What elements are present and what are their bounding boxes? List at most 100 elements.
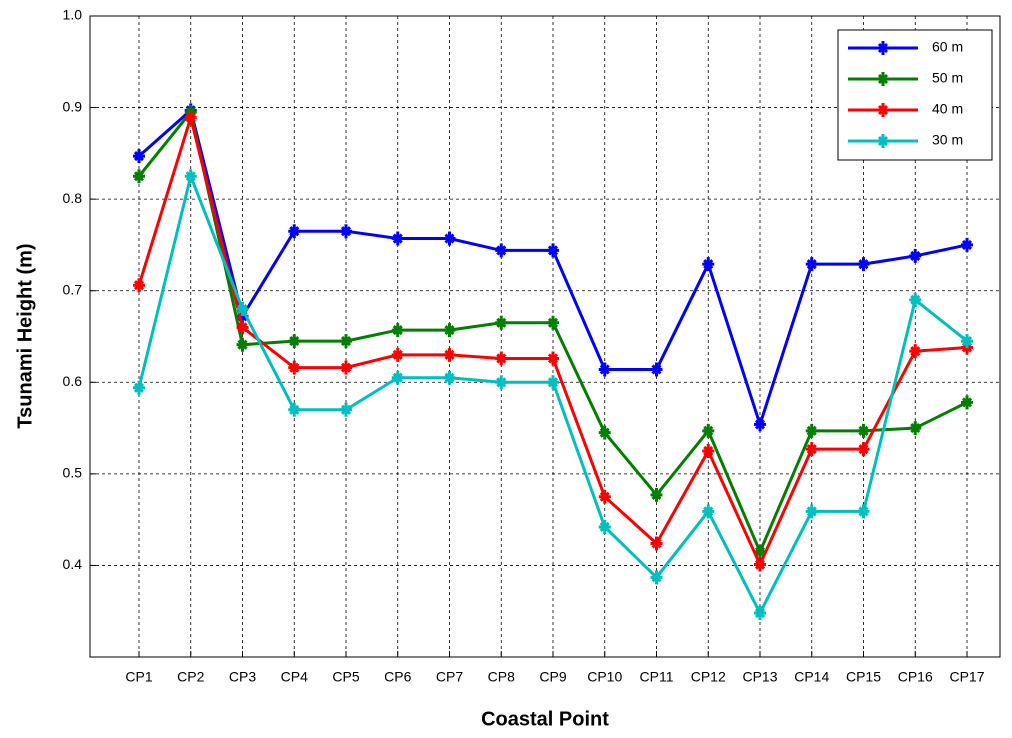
data-point: [754, 544, 766, 559]
x-tick-label: CP2: [177, 669, 204, 685]
data-point: [443, 370, 456, 385]
data-point: [547, 351, 559, 366]
legend-marker: [877, 72, 889, 86]
data-point: [650, 487, 663, 502]
data-point: [443, 347, 456, 362]
y-axis-label: Tsunami Height (m): [14, 243, 36, 428]
data-point: [909, 292, 922, 307]
x-tick-label: CP16: [898, 669, 933, 685]
legend-label: 40 m: [932, 101, 963, 117]
data-point: [495, 375, 508, 390]
data-point: [391, 323, 404, 338]
data-point: [288, 360, 301, 375]
data-point: [598, 362, 611, 377]
data-point: [236, 320, 249, 335]
data-point: [702, 423, 715, 438]
data-point: [547, 243, 559, 258]
data-point: [857, 257, 870, 272]
data-point: [805, 423, 818, 438]
data-point: [133, 380, 145, 395]
y-tick-label: 0.8: [63, 190, 83, 206]
x-tick-label: CP6: [384, 669, 411, 685]
x-tick-label: CP12: [691, 669, 726, 685]
x-tick-label: CP15: [846, 669, 881, 685]
data-point: [133, 169, 145, 184]
x-tick-label: CP1: [125, 669, 152, 685]
data-point: [288, 224, 301, 239]
data-point: [909, 344, 922, 359]
legend-marker: [877, 134, 889, 148]
x-tick-label: CP8: [488, 669, 515, 685]
legend: 60 m 50 m 40 m 30 m: [837, 29, 993, 161]
data-point: [702, 443, 715, 458]
data-point: [857, 442, 870, 457]
y-tick-label: 0.4: [63, 556, 83, 572]
data-point: [391, 231, 404, 246]
data-point: [909, 248, 922, 263]
data-point: [961, 237, 973, 252]
data-point: [598, 519, 611, 534]
data-point: [236, 302, 249, 317]
legend-marker: [877, 103, 889, 117]
x-tick-label: CP7: [436, 669, 463, 685]
data-point: [805, 257, 818, 272]
data-point: [547, 375, 559, 390]
data-point: [961, 395, 973, 410]
data-point: [702, 504, 715, 519]
legend-marker: [877, 41, 889, 55]
data-point: [236, 337, 249, 352]
x-tick-label: CP11: [640, 669, 674, 685]
data-point: [754, 606, 766, 621]
data-point: [650, 362, 663, 377]
data-point: [133, 278, 145, 293]
data-point: [702, 257, 715, 272]
legend-box: [837, 29, 993, 161]
data-point: [805, 504, 818, 519]
x-tick-label: CP5: [332, 669, 359, 685]
y-tick-label: 0.7: [63, 281, 83, 297]
data-point: [495, 351, 508, 366]
x-tick-label: CP4: [281, 669, 308, 685]
data-point: [754, 417, 766, 432]
y-tick-label: 0.9: [63, 98, 83, 114]
data-point: [133, 149, 145, 164]
data-point: [391, 347, 404, 362]
data-point: [340, 402, 352, 417]
x-tick-label: CP13: [742, 669, 777, 685]
data-point: [236, 309, 249, 324]
data-point: [288, 334, 301, 349]
data-point: [754, 557, 766, 572]
data-point: [961, 334, 973, 349]
y-tick-label: 1.0: [63, 7, 83, 23]
y-tick-label: 0.5: [63, 465, 83, 481]
data-point: [443, 323, 456, 338]
data-point: [547, 315, 559, 330]
data-point: [391, 370, 404, 385]
x-axis-label: Coastal Point: [481, 708, 609, 730]
x-tick-label: CP17: [949, 669, 984, 685]
data-point: [495, 315, 508, 330]
data-point: [805, 442, 818, 457]
legend-label: 30 m: [932, 132, 963, 148]
data-point: [909, 421, 922, 436]
x-tick-label: CP3: [229, 669, 256, 685]
x-tick-label: CP9: [539, 669, 566, 685]
data-point: [598, 425, 611, 440]
data-point: [184, 169, 197, 184]
plot-frame: [89, 15, 1001, 658]
data-point: [650, 570, 663, 585]
data-point: [650, 536, 663, 551]
legend-label: 50 m: [932, 70, 963, 86]
y-tick-label: 0.6: [63, 373, 83, 389]
x-tick-label: CP10: [587, 669, 622, 685]
data-point: [340, 360, 352, 375]
data-point: [340, 334, 352, 349]
x-tick-label: CP14: [794, 669, 829, 685]
data-point: [184, 110, 197, 125]
data-point: [288, 402, 301, 417]
data-point: [598, 489, 611, 504]
data-point: [857, 423, 870, 438]
data-point: [443, 231, 456, 246]
legend-label: 60 m: [932, 39, 963, 55]
